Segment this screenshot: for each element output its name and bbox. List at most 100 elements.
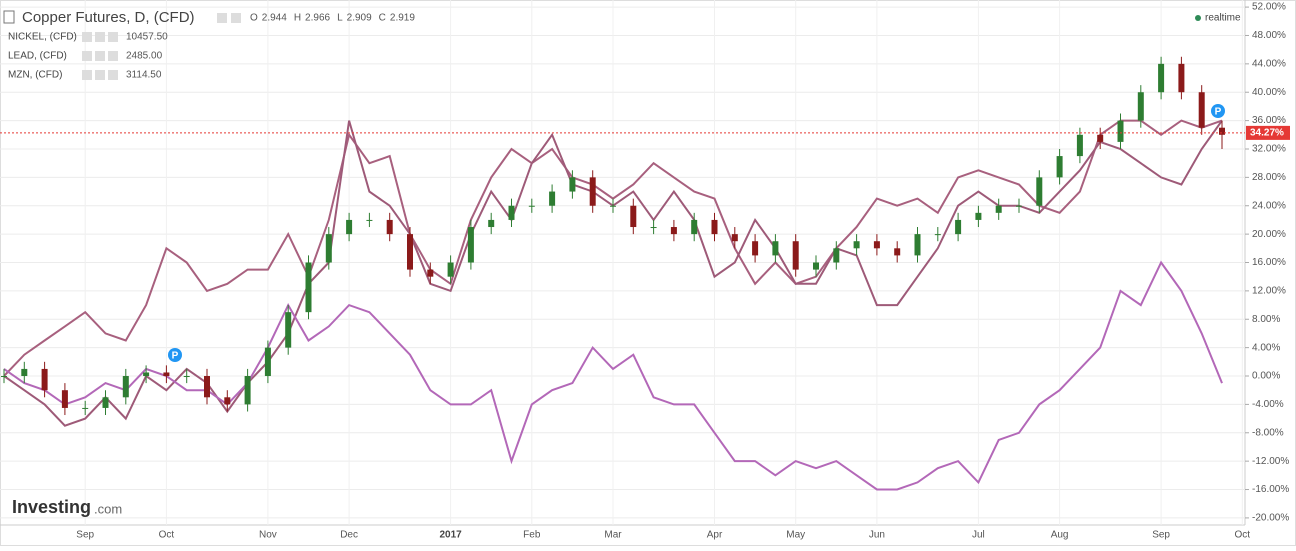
x-tick-label: Jul <box>972 530 985 541</box>
candle-body <box>833 248 840 263</box>
icon <box>108 32 118 42</box>
y-tick-label: -4.00% <box>1252 399 1284 410</box>
event-marker[interactable] <box>168 348 182 362</box>
candle-body <box>264 347 271 377</box>
x-tick-label: 2017 <box>439 530 462 541</box>
brand-suffix: .com <box>94 501 122 516</box>
candle-body <box>731 234 738 242</box>
quote-value: 2.966 <box>305 13 330 24</box>
candle-body <box>204 376 210 398</box>
candle-body <box>82 407 89 409</box>
y-tick-label: -8.00% <box>1252 427 1284 438</box>
price-box <box>1246 125 1290 140</box>
y-tick-label: 20.00% <box>1252 229 1286 240</box>
candle-body <box>143 372 150 377</box>
candle-body <box>1097 134 1104 142</box>
chart-title: Copper Futures, D, (CFD) <box>22 9 195 26</box>
candle-body <box>386 219 393 235</box>
candle-body <box>975 212 982 220</box>
candle-body <box>650 227 657 229</box>
icon <box>95 70 105 80</box>
grid: -20.00% -16.00% -12.00% -8.00% -4.00% 0.00% 4.… <box>0 0 1289 541</box>
y-tick-label: 40.00% <box>1252 87 1286 98</box>
y-tick-label: 16.00% <box>1252 257 1286 268</box>
candle-body <box>163 372 170 377</box>
candle-body <box>914 234 921 256</box>
x-tick-label: Aug <box>1051 530 1069 541</box>
x-tick-label: Dec <box>340 530 358 541</box>
candle-body <box>995 205 1002 213</box>
event-marker[interactable] <box>1211 104 1225 118</box>
candle-body <box>528 205 535 207</box>
x-tick-label: Sep <box>76 530 94 541</box>
legend-quote: 3114.50 <box>126 70 162 81</box>
candle-body <box>1137 92 1144 121</box>
y-tick-label: 44.00% <box>1252 58 1286 69</box>
quote-value: 2.919 <box>390 13 415 24</box>
candle-body <box>853 241 860 249</box>
candle-body <box>894 248 901 256</box>
y-tick-label: 32.00% <box>1252 144 1286 155</box>
icon <box>82 51 92 61</box>
candle-body <box>792 241 799 270</box>
y-tick-label: 4.00% <box>1252 342 1280 353</box>
candle-body <box>427 269 434 277</box>
candle-body <box>407 234 413 270</box>
x-tick-label: Oct <box>1235 530 1251 541</box>
quote-key: H <box>294 13 301 24</box>
candle-body <box>41 368 48 391</box>
candle-body <box>61 390 68 408</box>
candle-body <box>589 177 596 206</box>
icon <box>82 32 92 42</box>
candle-body <box>285 312 292 348</box>
y-tick-label: 48.00% <box>1252 30 1286 41</box>
candle-body <box>549 191 556 206</box>
candle-body <box>244 376 251 405</box>
y-tick-label: 0.00% <box>1252 371 1280 382</box>
candle-body <box>691 219 698 235</box>
candle-body <box>508 205 515 220</box>
x-tick-label: Nov <box>259 530 277 541</box>
series-line <box>3 119 1223 377</box>
price-label: 34.27% <box>1250 128 1284 139</box>
x-tick-label: Oct <box>159 530 175 541</box>
candle-body <box>610 205 616 207</box>
candle-body <box>305 262 312 313</box>
candle-body <box>670 227 677 235</box>
candle-body <box>1178 63 1185 93</box>
candle-body <box>1056 156 1063 178</box>
candle-body <box>1016 205 1022 207</box>
quote-key: L <box>337 13 343 24</box>
icon <box>95 32 105 42</box>
candle-body <box>1158 63 1165 93</box>
icon <box>231 13 241 23</box>
candle-body <box>630 205 637 228</box>
x-tick-label: Sep <box>1152 530 1170 541</box>
candle-body <box>934 234 941 236</box>
candle-body <box>467 227 474 263</box>
candle-body <box>1 376 7 378</box>
quote-key: O <box>250 13 258 24</box>
candle-body <box>224 397 231 405</box>
x-tick-label: Jun <box>869 530 885 541</box>
y-tick-label: 28.00% <box>1252 172 1286 183</box>
plot <box>0 56 1245 491</box>
candle-body <box>772 241 779 256</box>
icon <box>108 51 118 61</box>
candle-body <box>1117 120 1124 142</box>
status-dot <box>1195 15 1201 21</box>
x-tick-label: Feb <box>523 530 541 541</box>
y-tick-label: -12.00% <box>1252 456 1289 467</box>
candle-body <box>102 397 109 408</box>
candle-body <box>813 262 819 270</box>
quote-value: 2.944 <box>262 13 287 24</box>
quote-value: 2.909 <box>347 13 372 24</box>
legend-label: LEAD, (CFD) <box>8 51 67 62</box>
candle-body <box>955 219 962 235</box>
candle-body <box>21 368 28 377</box>
candle-body <box>366 219 373 221</box>
legend-quote: 10457.50 <box>126 32 168 43</box>
